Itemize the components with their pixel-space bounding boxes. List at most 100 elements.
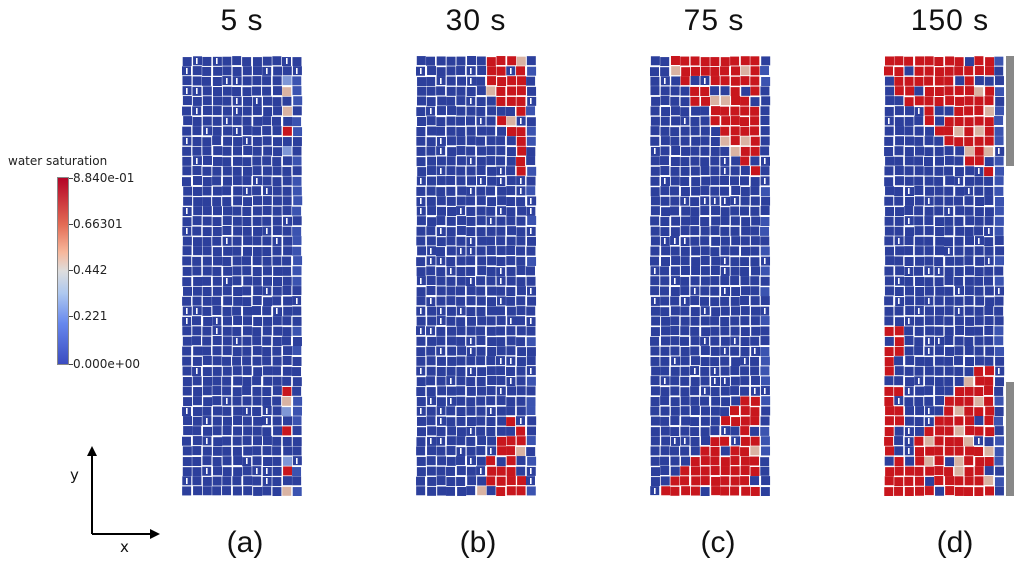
grid-cell — [466, 266, 476, 276]
pore-throat — [654, 298, 656, 304]
grid-cell — [202, 227, 212, 237]
pore-throat — [908, 448, 910, 454]
grid-cell — [486, 356, 496, 366]
grid-cell — [516, 286, 526, 296]
grid-cell — [650, 106, 660, 116]
pore-throat — [674, 278, 676, 284]
pore-throat — [530, 208, 532, 214]
grid-cell — [740, 166, 750, 176]
grid-cell — [975, 457, 985, 467]
grid-cell — [272, 396, 282, 406]
pore-throat — [510, 68, 512, 74]
pore-throat — [206, 128, 208, 134]
pore-throat — [206, 438, 208, 444]
grid-cell — [904, 326, 914, 336]
pore-throat — [520, 418, 522, 424]
grid-cell — [711, 106, 721, 116]
grid-cell — [262, 216, 272, 226]
grid-cell — [935, 246, 944, 256]
grid-cell — [192, 216, 202, 226]
grid-cell — [710, 406, 720, 416]
grid-cell — [700, 276, 710, 286]
pore-throat — [246, 188, 248, 194]
pore-throat — [490, 408, 492, 414]
grid-cell — [292, 446, 302, 456]
grid-cell — [232, 396, 242, 406]
pore-throat — [226, 398, 228, 404]
grid-cell — [761, 396, 771, 406]
grid-cell — [974, 226, 984, 236]
grid-cell — [984, 376, 994, 386]
grid-cell — [924, 157, 934, 167]
grid-cell — [466, 106, 476, 116]
grid-cell — [701, 176, 711, 186]
grid-cell — [974, 366, 984, 376]
grid-cell — [183, 116, 193, 126]
grid-cell — [914, 166, 924, 176]
grid-cell — [446, 406, 456, 416]
saturation-grid-a — [182, 56, 303, 496]
grid-cell — [974, 116, 984, 126]
grid-cell — [650, 427, 660, 437]
grid-cell — [192, 416, 202, 426]
grid-cell — [954, 137, 964, 147]
grid-cell — [193, 346, 203, 356]
grid-cell — [680, 396, 690, 406]
grid-cell — [944, 86, 954, 96]
grid-cell — [212, 77, 222, 87]
grid-cell — [984, 66, 994, 76]
grid-cell — [427, 446, 437, 456]
grid-cell — [262, 387, 272, 397]
grid-cell — [252, 346, 262, 356]
grid-cell — [884, 396, 894, 406]
grid-cell — [700, 246, 710, 256]
grid-cell — [994, 266, 1004, 276]
grid-cell — [436, 326, 446, 336]
grid-cell — [691, 257, 701, 267]
grid-cell — [516, 486, 526, 496]
grid-cell — [720, 186, 730, 196]
grid-cell — [222, 66, 232, 76]
grid-cell — [272, 226, 282, 236]
pore-throat — [530, 468, 532, 474]
grid-cell — [232, 476, 242, 486]
grid-cell — [720, 407, 730, 417]
grid-cell — [212, 247, 222, 257]
grid-cell — [720, 76, 730, 86]
grid-cell — [670, 406, 680, 416]
grid-cell — [700, 456, 710, 466]
grid-cell — [954, 196, 964, 206]
grid-cell — [994, 456, 1004, 466]
grid-cell — [974, 156, 984, 166]
grid-cell — [720, 356, 730, 366]
grid-cell — [416, 387, 426, 397]
grid-cell — [252, 376, 262, 386]
grid-cell — [894, 176, 904, 186]
pore-throat — [440, 438, 442, 444]
grid-cell — [690, 307, 700, 317]
grid-cell — [282, 186, 292, 196]
grid-cell — [496, 236, 506, 246]
grid-cell — [924, 436, 934, 446]
grid-cell — [700, 476, 710, 486]
grid-cell — [202, 186, 212, 196]
grid-cell — [730, 216, 740, 226]
grid-cell — [650, 436, 660, 446]
grid-cell — [416, 56, 426, 66]
grid-cell — [750, 136, 760, 146]
grid-cell — [202, 256, 212, 266]
grid-cell — [740, 426, 750, 436]
grid-cell — [262, 336, 272, 346]
grid-cell — [720, 216, 730, 226]
grid-cell — [416, 236, 426, 246]
grid-cell — [720, 326, 730, 336]
grid-cell — [427, 306, 437, 316]
grid-cell — [516, 306, 526, 316]
grid-cell — [650, 176, 660, 186]
grid-cell — [761, 196, 771, 206]
pore-throat — [296, 68, 298, 74]
grid-cell — [964, 286, 974, 296]
grid-cell — [884, 246, 894, 256]
pore-throat — [500, 268, 502, 274]
grid-cell — [183, 196, 193, 206]
